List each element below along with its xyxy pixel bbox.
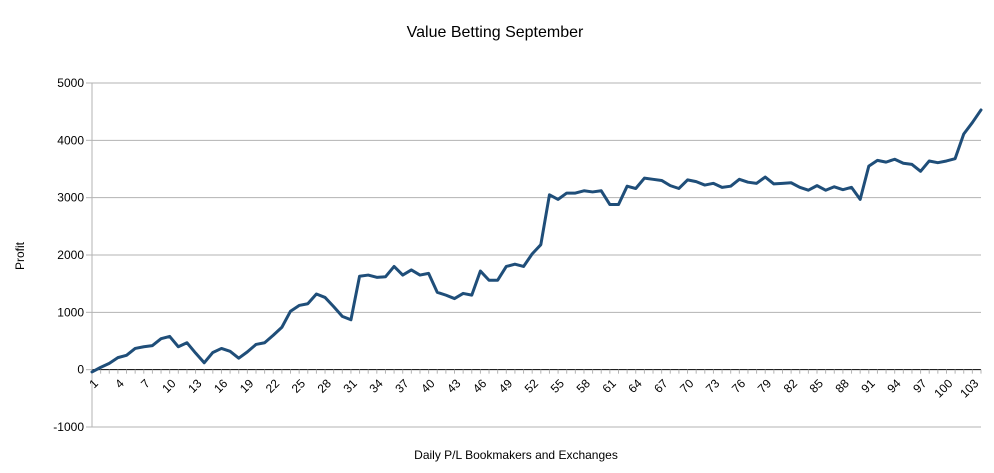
y-tick-label: 4000 <box>57 133 84 147</box>
y-tick-label: 1000 <box>57 305 84 319</box>
x-tick-label: 49 <box>496 376 516 396</box>
x-tick-label: 52 <box>522 376 542 396</box>
x-tick-label: 79 <box>755 376 775 396</box>
x-tick-label: 67 <box>651 376 671 396</box>
x-tick-label: 34 <box>366 376 386 396</box>
x-tick-label: 73 <box>703 376 723 396</box>
x-tick-label: 82 <box>781 376 801 396</box>
x-tick-label: 46 <box>470 376 490 396</box>
x-tick-label: 64 <box>625 376 645 396</box>
x-tick-label: 97 <box>910 376 930 396</box>
x-tick-label: 61 <box>599 376 619 396</box>
series-line <box>90 108 983 374</box>
x-tick-label: 55 <box>548 376 568 396</box>
x-tick-label: 31 <box>341 376 361 396</box>
x-tick-label: 25 <box>289 376 309 396</box>
x-tick-label: 22 <box>263 376 283 396</box>
x-tick-label: 58 <box>574 376 594 396</box>
x-tick-label: 28 <box>315 376 335 396</box>
x-tick-label: 76 <box>729 376 749 396</box>
x-tick-label: 100 <box>931 376 955 400</box>
x-tick-label: 10 <box>159 376 179 396</box>
x-axis-label: Daily P/L Bookmakers and Exchanges <box>414 448 618 462</box>
x-tick-label: 85 <box>807 376 827 396</box>
y-axis-ticks: -1000 0 1000 2000 3000 4000 5000 <box>53 76 84 434</box>
y-tick-label: -1000 <box>53 420 84 434</box>
x-tick-label: 88 <box>833 376 853 396</box>
x-tick-label: 43 <box>444 376 464 396</box>
x-tick-label: 70 <box>677 376 697 396</box>
x-tick-label: 91 <box>858 376 878 396</box>
x-tick-label: 19 <box>237 376 257 396</box>
x-tick-label: 16 <box>211 376 231 396</box>
chart-title: Value Betting September <box>407 24 584 41</box>
x-tick-label: 37 <box>392 376 412 396</box>
y-tick-label: 5000 <box>57 76 84 90</box>
x-tick-label: 40 <box>418 376 438 396</box>
grid <box>86 82 982 428</box>
y-tick-label: 3000 <box>57 191 84 205</box>
x-tick-label: 94 <box>884 376 904 396</box>
y-tick-label: 0 <box>77 363 84 377</box>
x-tick-label: 13 <box>185 376 205 396</box>
x-axis-ticks: 1 4 7 10 13 16 19 22 25 28 31 34 37 40 43 46 49 52 55 58 61 6… <box>86 376 981 400</box>
x-tick-label: 4 <box>112 376 127 391</box>
y-tick-label: 2000 <box>57 248 84 262</box>
x-tick-label: 7 <box>138 376 153 391</box>
x-tick-label: 1 <box>86 376 101 391</box>
x-tick-label: 103 <box>957 376 981 400</box>
y-axis-label: Profit <box>13 241 27 270</box>
